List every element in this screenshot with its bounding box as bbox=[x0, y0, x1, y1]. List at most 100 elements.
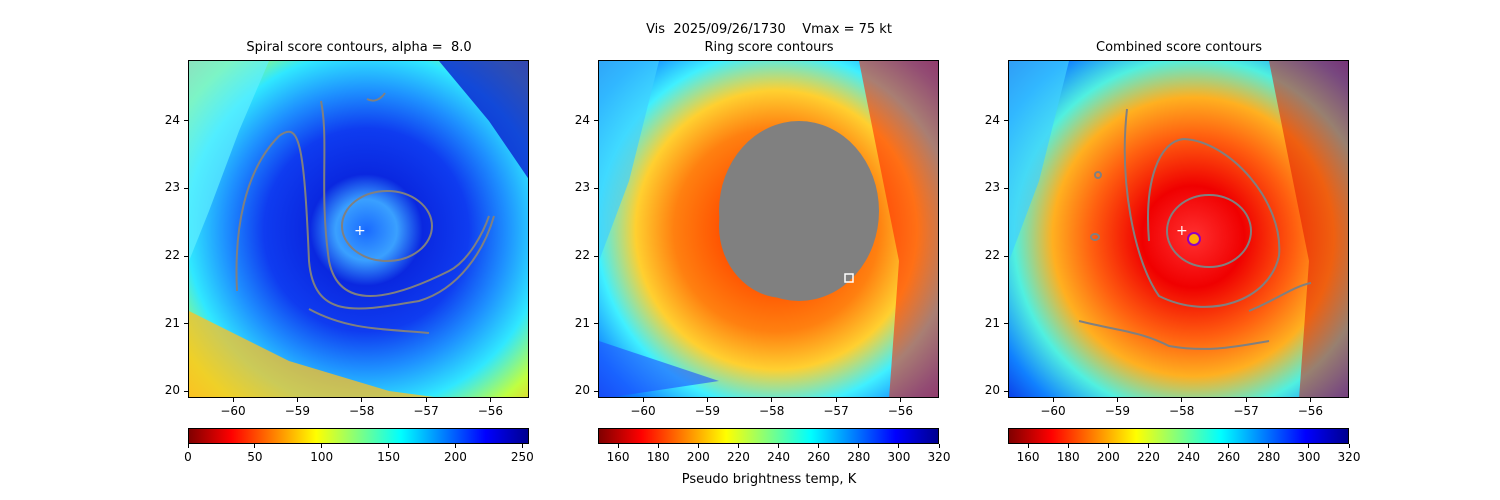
colorbar-tick-mark bbox=[778, 444, 780, 448]
y-tick-label: 24 bbox=[984, 112, 1000, 127]
x-tick-label: −56 bbox=[477, 404, 504, 418]
y-tick-label: 23 bbox=[574, 180, 590, 195]
colorbar-tick-label: 250 bbox=[510, 450, 534, 464]
ring-max-marker bbox=[844, 273, 854, 283]
panel-title-ring: Ring score contours bbox=[704, 40, 834, 55]
panel-title-spiral: Spiral score contours, alpha = 8.0 bbox=[246, 40, 472, 55]
x-tick-label: −60 bbox=[630, 404, 656, 418]
colorbar-tick-label: 50 bbox=[247, 450, 263, 464]
x-tick-mark bbox=[425, 398, 427, 402]
x-tick-mark bbox=[361, 398, 363, 402]
colorbar-tick-mark bbox=[454, 444, 456, 448]
x-tick-label: −58 bbox=[759, 404, 785, 418]
colorbar-tick-mark bbox=[1027, 444, 1029, 448]
colorbar-tick-label: 260 bbox=[807, 450, 831, 464]
colorbar-tick-label: 160 bbox=[1016, 450, 1040, 464]
y-tick-label: 22 bbox=[164, 248, 180, 263]
x-tick-mark bbox=[1116, 398, 1118, 402]
x-tick-mark bbox=[1181, 398, 1183, 402]
x-tick-label: −59 bbox=[284, 404, 311, 418]
panel-title-combined: Combined score contours bbox=[1096, 40, 1262, 55]
y-tick-label: 20 bbox=[984, 383, 1000, 398]
colorbar-label: Pseudo brightness temp, K bbox=[681, 472, 857, 487]
x-tick-label: −56 bbox=[1297, 404, 1324, 418]
center-marker: + bbox=[354, 223, 366, 239]
x-tick-label: −59 bbox=[694, 404, 721, 418]
y-tick-label: 24 bbox=[164, 112, 180, 127]
y-tick-label: 21 bbox=[574, 315, 590, 330]
colorbar-tick-mark bbox=[1067, 444, 1069, 448]
colorbar-tick-label: 220 bbox=[1136, 450, 1160, 464]
x-tick-label: −56 bbox=[887, 404, 914, 418]
colorbar-tick-label: 240 bbox=[767, 450, 790, 464]
colorbar-tick-mark bbox=[657, 444, 659, 448]
x-tick-label: −57 bbox=[413, 404, 439, 418]
y-tick-label: 21 bbox=[164, 315, 180, 330]
colorbar-tick-label: 180 bbox=[646, 450, 670, 464]
colorbar-spiral bbox=[188, 428, 529, 444]
colorbar-tick-label: 320 bbox=[927, 450, 951, 464]
colorbar-tick-mark bbox=[388, 444, 390, 448]
x-tick-label: −59 bbox=[1104, 404, 1131, 418]
y-tick-label: 23 bbox=[984, 180, 1000, 195]
x-tick-label: −60 bbox=[1040, 404, 1066, 418]
y-tick-label: 20 bbox=[164, 383, 180, 398]
colorbar-tick-label: 0 bbox=[184, 450, 192, 464]
colorbar-tick-mark bbox=[1107, 444, 1109, 448]
center-marker: + bbox=[1176, 223, 1188, 239]
colorbar-tick-label: 100 bbox=[310, 450, 334, 464]
x-tick-mark bbox=[706, 398, 708, 402]
colorbar-tick-label: 260 bbox=[1217, 450, 1241, 464]
x-tick-mark bbox=[1245, 398, 1247, 402]
colorbar-tick-label: 200 bbox=[443, 450, 467, 464]
colorbar-tick-label: 150 bbox=[377, 450, 401, 464]
colorbar-tick-label: 280 bbox=[847, 450, 871, 464]
colorbar-tick-mark bbox=[697, 444, 699, 448]
spiral-score-panel: + bbox=[188, 60, 529, 398]
y-tick-label: 20 bbox=[574, 383, 590, 398]
colorbar-tick-label: 300 bbox=[1297, 450, 1321, 464]
y-tick-label: 22 bbox=[984, 248, 1000, 263]
colorbar-tick-mark bbox=[737, 444, 739, 448]
ring-score-panel bbox=[598, 60, 939, 398]
y-tick-label: 22 bbox=[574, 248, 590, 263]
x-tick-label: −58 bbox=[349, 404, 375, 418]
colorbar-tick-label: 220 bbox=[726, 450, 750, 464]
colorbar-tick-label: 200 bbox=[1096, 450, 1120, 464]
combined-score-panel: + bbox=[1008, 60, 1349, 398]
colorbar-tick-label: 200 bbox=[686, 450, 710, 464]
colorbar-tick-mark bbox=[1308, 444, 1310, 448]
colorbar-tick-label: 280 bbox=[1257, 450, 1281, 464]
colorbar-tick-mark bbox=[858, 444, 860, 448]
colorbar-tick-mark bbox=[938, 444, 940, 448]
colorbar-tick-label: 240 bbox=[1177, 450, 1200, 464]
y-tick-label: 21 bbox=[984, 315, 1000, 330]
x-tick-mark bbox=[1309, 398, 1311, 402]
figure-title: Vis 2025/09/26/1730 Vmax = 75 kt bbox=[646, 22, 892, 37]
colorbar-tick-mark bbox=[521, 444, 523, 448]
combined-max-marker bbox=[1187, 232, 1201, 246]
colorbar-ring bbox=[598, 428, 939, 444]
x-tick-label: −58 bbox=[1169, 404, 1195, 418]
colorbar-tick-mark bbox=[617, 444, 619, 448]
colorbar-tick-mark bbox=[818, 444, 820, 448]
y-tick-label: 23 bbox=[164, 180, 180, 195]
colorbar-tick-mark bbox=[1228, 444, 1230, 448]
colorbar-tick-mark bbox=[321, 444, 323, 448]
x-tick-mark bbox=[642, 398, 644, 402]
colorbar-tick-mark bbox=[254, 444, 256, 448]
x-tick-mark bbox=[771, 398, 773, 402]
colorbar-tick-mark bbox=[1348, 444, 1350, 448]
colorbar-tick-mark bbox=[1268, 444, 1270, 448]
colorbar-tick-label: 300 bbox=[887, 450, 911, 464]
colorbar-tick-mark bbox=[898, 444, 900, 448]
colorbar-tick-mark bbox=[1147, 444, 1149, 448]
colorbar-tick-label: 320 bbox=[1337, 450, 1361, 464]
y-tick-label: 24 bbox=[574, 112, 590, 127]
x-tick-mark bbox=[835, 398, 837, 402]
colorbar-tick-label: 180 bbox=[1056, 450, 1080, 464]
colorbar-tick-mark bbox=[1188, 444, 1190, 448]
x-tick-mark bbox=[296, 398, 298, 402]
x-tick-mark bbox=[489, 398, 491, 402]
x-tick-label: −57 bbox=[823, 404, 849, 418]
